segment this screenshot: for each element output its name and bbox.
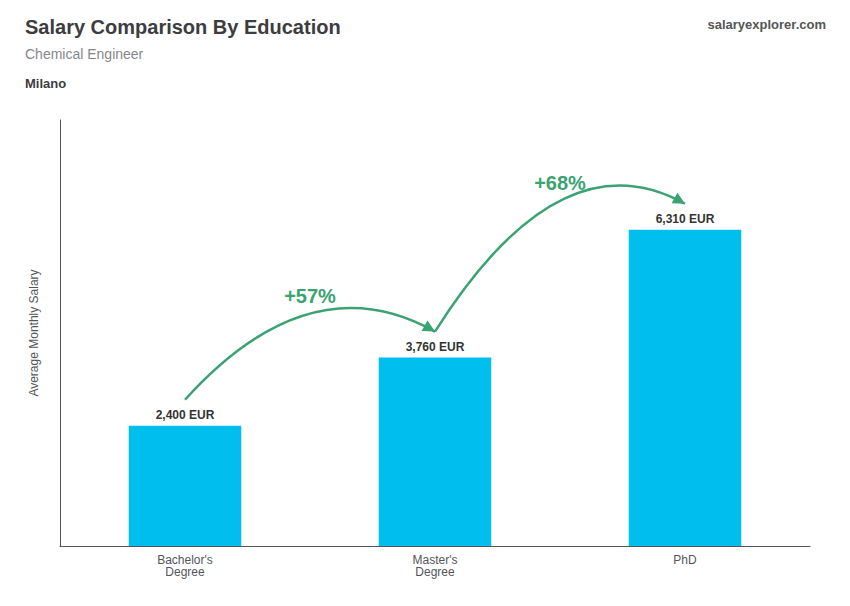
svg-text:2,400 EUR: 2,400 EUR — [156, 408, 215, 422]
svg-text:+68%: +68% — [534, 172, 586, 194]
svg-text:Average Monthly Salary: Average Monthly Salary — [27, 269, 41, 396]
svg-text:6,310 EUR: 6,310 EUR — [656, 212, 715, 226]
svg-text:salaryexplorer.com: salaryexplorer.com — [707, 17, 826, 32]
svg-text:Master's: Master's — [412, 553, 458, 567]
svg-text:Degree: Degree — [415, 565, 455, 579]
svg-text:3,760 EUR: 3,760 EUR — [406, 340, 465, 354]
svg-text:PhD: PhD — [673, 553, 697, 567]
svg-text:Chemical Engineer: Chemical Engineer — [25, 46, 144, 62]
svg-text:+57%: +57% — [284, 285, 336, 307]
svg-text:Degree: Degree — [165, 565, 205, 579]
svg-text:Salary Comparison By Education: Salary Comparison By Education — [25, 16, 341, 38]
svg-text:Milano: Milano — [25, 76, 66, 91]
svg-text:Bachelor's: Bachelor's — [157, 553, 213, 567]
